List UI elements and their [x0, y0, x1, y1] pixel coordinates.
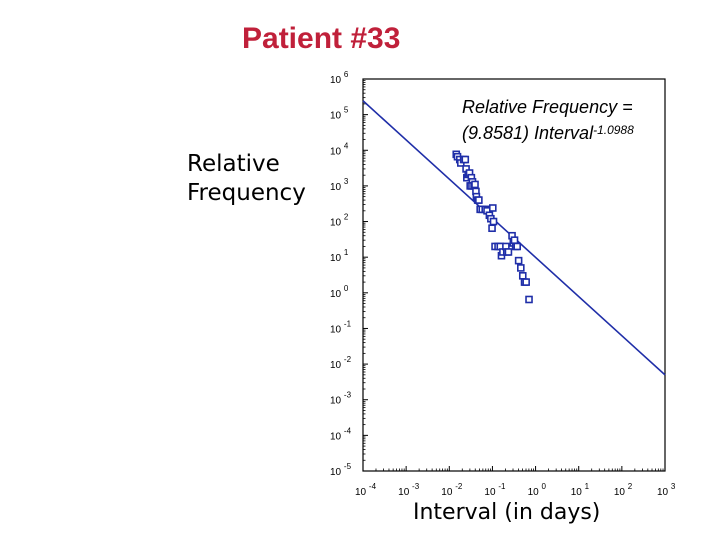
- y-tick-label: 10 -3: [330, 391, 352, 407]
- data-point: [471, 180, 479, 189]
- fit-equation-line-2: (9.8581) Interval-1.0988: [462, 120, 634, 146]
- x-tick-label: 10 0: [528, 482, 547, 498]
- data-point: [525, 295, 533, 304]
- y-tick-label: 10 0: [330, 284, 349, 300]
- data-point: [489, 217, 498, 226]
- x-axis-label: Interval (in days): [413, 500, 601, 525]
- x-tick-label: 10 1: [571, 482, 590, 498]
- y-tick-label: 10 -1: [330, 319, 352, 335]
- data-point: [475, 196, 483, 204]
- fit-equation-base: (9.8581) Interval: [462, 123, 594, 143]
- y-tick-label: 10 6: [330, 70, 349, 86]
- fit-equation: Relative Frequency = (9.8581) Interval-1…: [462, 94, 634, 146]
- y-tick-label: 10 3: [330, 177, 349, 193]
- y-tick-label: 10 -4: [330, 426, 352, 442]
- x-tick-label: 10 -1: [484, 482, 506, 498]
- data-point: [517, 264, 525, 272]
- data-point: [513, 242, 521, 251]
- y-tick-label: 10 -2: [330, 355, 352, 371]
- fit-equation-line-1: Relative Frequency =: [462, 97, 633, 117]
- y-tick-label: 10 2: [330, 213, 349, 229]
- y-tick-label: 10 1: [330, 248, 349, 264]
- data-point: [461, 155, 470, 164]
- chart-title: Patient #33: [242, 22, 401, 55]
- plot-frame: [362, 78, 666, 472]
- x-tick-label: 10 2: [614, 482, 633, 498]
- data-point: [510, 236, 519, 244]
- y-axis-ticks: 10 6 10 5 10 4 10 3 10 2 10 1 10 0 10 -1 10 -2 10…: [330, 70, 368, 478]
- data-points: [452, 150, 533, 304]
- data-point: [514, 256, 523, 265]
- data-point: [488, 224, 496, 233]
- fit-equation-exponent: -1.0988: [593, 123, 634, 137]
- plot-border: [362, 78, 666, 472]
- data-point: [488, 204, 497, 212]
- data-point: [504, 248, 513, 256]
- data-point: [518, 272, 527, 280]
- y-tick-label: 10 -5: [330, 462, 352, 478]
- data-point: [522, 278, 530, 286]
- y-tick-label: 10 5: [330, 106, 349, 122]
- x-tick-label: 10 -2: [441, 482, 463, 498]
- y-axis-label: Relative Frequency: [187, 151, 306, 206]
- y-tick-label: 10 4: [330, 141, 349, 157]
- x-tick-label: 10 3: [657, 482, 676, 498]
- x-tick-label: 10 -3: [398, 482, 420, 498]
- x-tick-label: 10 -4: [355, 482, 377, 498]
